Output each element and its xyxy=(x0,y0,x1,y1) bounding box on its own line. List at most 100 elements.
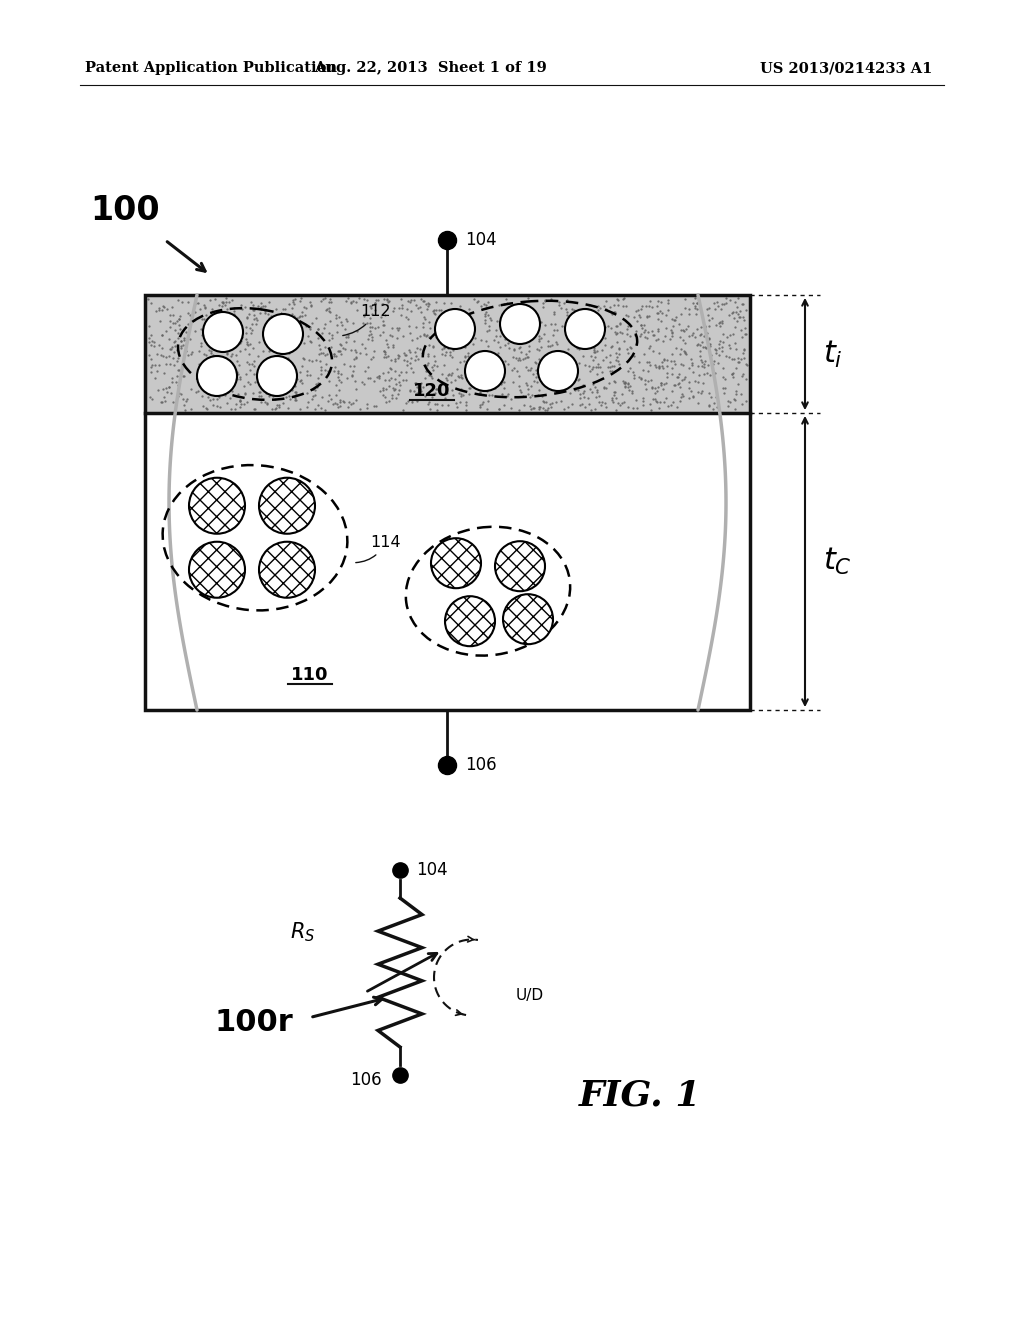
Point xyxy=(446,370,463,391)
Point xyxy=(471,383,487,404)
Point xyxy=(478,294,495,315)
Point xyxy=(507,300,523,321)
Point xyxy=(161,346,177,367)
Point xyxy=(396,342,413,363)
Point xyxy=(553,389,569,411)
Point xyxy=(727,389,743,411)
Point xyxy=(364,323,380,345)
Point xyxy=(490,374,507,395)
Point xyxy=(216,384,232,405)
Point xyxy=(508,347,524,368)
Point xyxy=(408,350,424,371)
Point xyxy=(713,298,729,319)
Point xyxy=(458,313,474,334)
Point xyxy=(382,358,398,379)
Point xyxy=(240,331,256,352)
Point xyxy=(377,342,393,363)
Point xyxy=(258,319,274,341)
Point xyxy=(362,297,379,318)
Point xyxy=(656,350,673,371)
Point xyxy=(308,378,325,399)
Point xyxy=(269,374,286,395)
Point xyxy=(377,387,393,408)
Point xyxy=(734,393,751,414)
Point xyxy=(480,350,497,371)
Point xyxy=(396,350,413,371)
Point xyxy=(229,362,246,383)
Point xyxy=(434,338,451,359)
Point xyxy=(421,364,437,385)
Point xyxy=(228,368,245,389)
Point xyxy=(270,395,287,416)
Point xyxy=(453,331,469,352)
Point xyxy=(452,337,468,358)
Point xyxy=(485,329,502,350)
Point xyxy=(484,384,501,405)
Point xyxy=(574,346,591,367)
Point xyxy=(322,310,338,331)
Point xyxy=(608,342,625,363)
Point xyxy=(664,343,680,364)
Point xyxy=(721,289,737,310)
Point xyxy=(302,331,318,352)
Point xyxy=(336,391,352,412)
Point xyxy=(676,368,692,389)
Point xyxy=(667,354,683,375)
Point xyxy=(159,347,175,368)
Point xyxy=(687,288,703,309)
Point xyxy=(737,368,754,389)
Point xyxy=(269,378,286,399)
Point xyxy=(263,306,280,327)
Point xyxy=(321,391,337,412)
Point xyxy=(575,383,592,404)
Point xyxy=(551,292,567,313)
Point xyxy=(402,358,419,379)
Point xyxy=(525,371,542,392)
Point xyxy=(316,399,333,420)
Point xyxy=(511,347,527,368)
Point xyxy=(246,300,262,321)
Point xyxy=(354,313,371,334)
Point xyxy=(476,372,493,393)
Point xyxy=(724,348,740,370)
Point xyxy=(222,314,239,335)
Point xyxy=(461,298,477,319)
Point xyxy=(220,359,237,380)
Point xyxy=(303,388,319,409)
Point xyxy=(730,374,746,395)
Point xyxy=(152,312,168,333)
Point xyxy=(330,366,346,387)
Point xyxy=(606,301,623,322)
Point xyxy=(143,334,160,355)
Point xyxy=(562,383,579,404)
Point xyxy=(239,306,255,327)
Point xyxy=(565,310,582,331)
Point xyxy=(197,366,213,387)
Point xyxy=(460,350,476,371)
Point xyxy=(378,347,394,368)
Point xyxy=(381,375,397,396)
Point xyxy=(595,325,611,346)
Point xyxy=(690,355,707,376)
Point xyxy=(226,304,243,325)
Point xyxy=(586,356,602,378)
Point xyxy=(269,355,286,376)
Point xyxy=(385,300,401,321)
Point xyxy=(321,298,337,319)
Point xyxy=(368,290,384,312)
Point xyxy=(664,322,680,343)
Point xyxy=(390,318,407,339)
Point xyxy=(302,318,318,339)
Point xyxy=(373,306,389,327)
Point xyxy=(224,372,241,393)
Point xyxy=(171,309,187,330)
Point xyxy=(721,347,737,368)
Point xyxy=(522,323,539,345)
Point xyxy=(161,376,177,397)
Text: $R_S$: $R_S$ xyxy=(290,921,315,944)
Point xyxy=(482,378,499,399)
Point xyxy=(640,321,656,342)
Point xyxy=(465,371,481,392)
Point xyxy=(166,342,182,363)
Circle shape xyxy=(189,541,245,598)
